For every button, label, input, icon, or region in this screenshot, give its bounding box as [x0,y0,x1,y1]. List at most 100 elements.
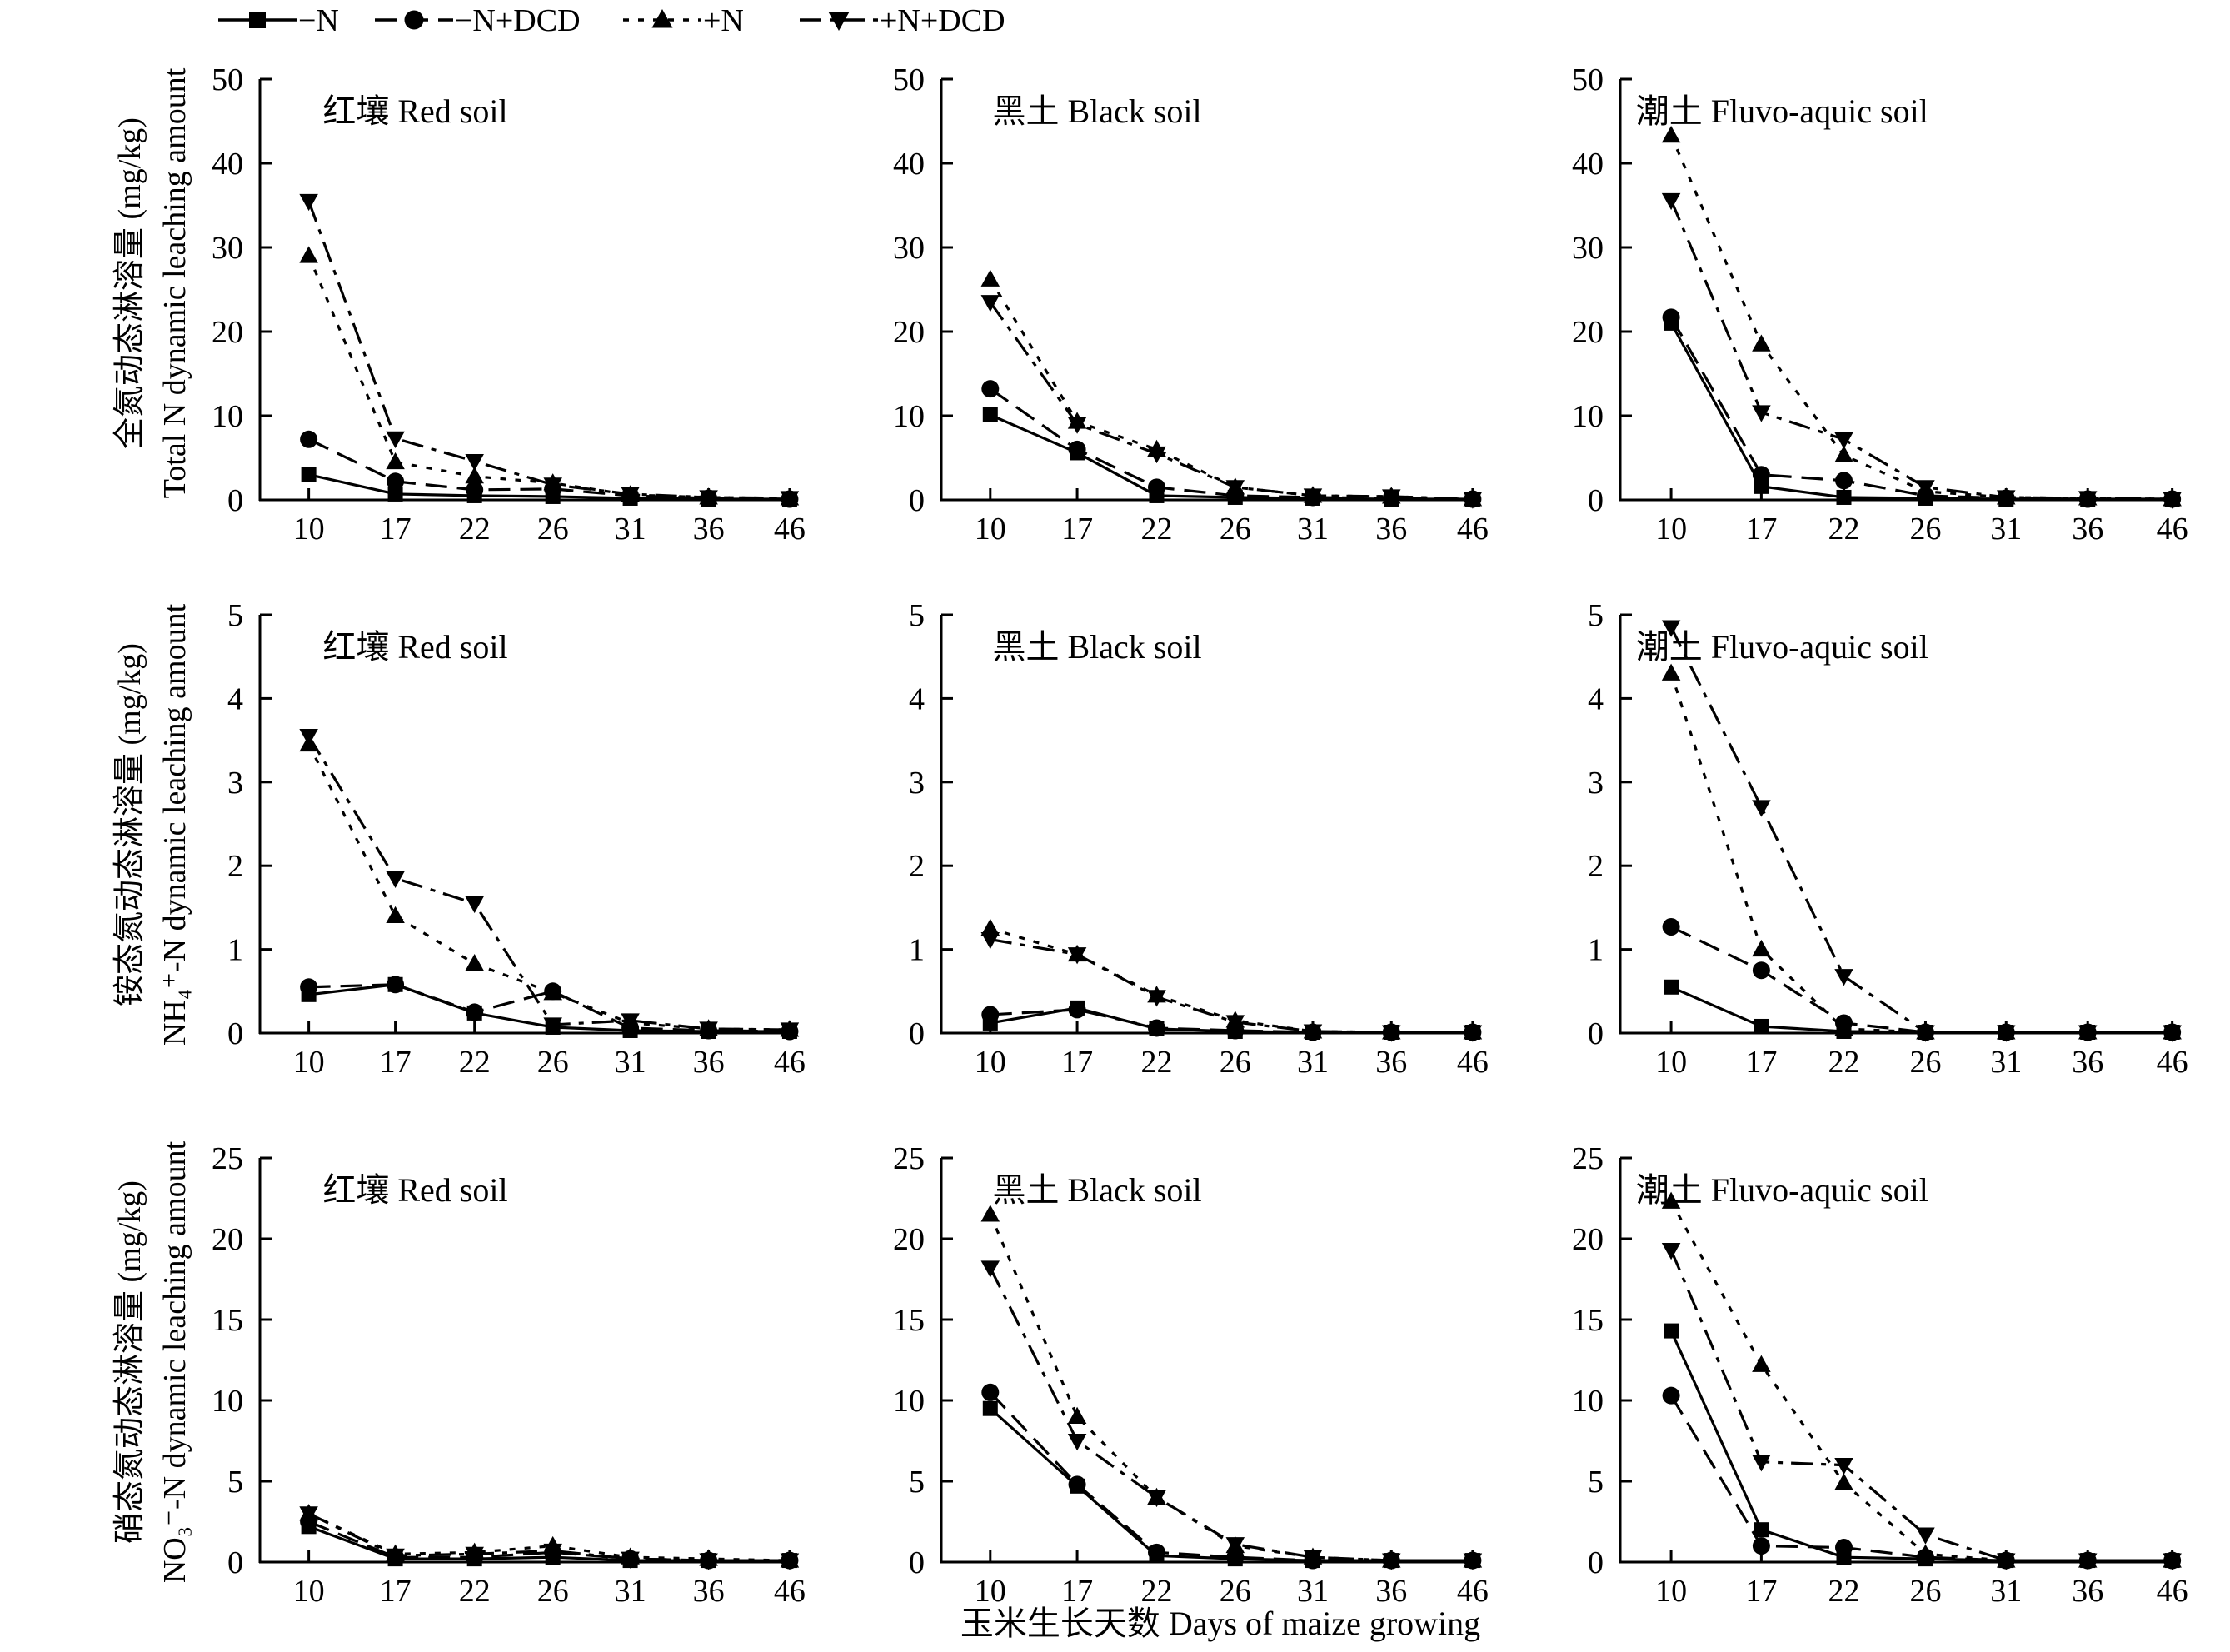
x-tick-label: 26 [1220,1574,1251,1609]
y-axis-label: 硝态氮动态淋溶量 (mg/kg) NO₃⁻-N dynamic leaching … [112,1140,192,1583]
series-line [1669,135,2173,501]
data-point [1067,947,1087,965]
y-tick-label: 5 [227,598,243,633]
y-tick-label: 15 [212,1303,243,1338]
y-tick-label: 0 [227,1016,243,1051]
x-tick-label: 22 [459,512,491,547]
data-point [1916,1527,1935,1545]
y-tick-label: 30 [893,231,925,266]
x-tick-label: 17 [1745,1045,1777,1080]
data-point [299,246,318,263]
y-tick-label: 30 [212,231,243,266]
data-point [1752,1455,1771,1472]
data-point [465,1546,484,1564]
x-tick-label: 17 [1745,512,1777,547]
data-point [981,1383,1000,1401]
legend-label: −N+DCD [455,3,581,38]
series [1661,192,2182,509]
series [1662,917,2182,1041]
y-tick-label: 40 [212,147,243,182]
data-point [980,918,1000,936]
data-point [466,1003,484,1021]
y-tick-label: 50 [1572,62,1604,97]
data-point [1834,1473,1853,1490]
x-tick-label: 22 [1828,1574,1860,1609]
data-point [621,1551,640,1569]
legend-marker [404,10,424,30]
x-tick-label: 22 [1828,1045,1860,1080]
data-point [1754,478,1769,494]
series-line [1669,1200,2173,1562]
data-point [1835,1539,1853,1557]
y-tick-label: 50 [212,62,243,97]
y-tick-label: 20 [893,1222,925,1257]
data-point [1754,1522,1769,1538]
data-point [1147,1019,1165,1037]
x-tick-label: 10 [1655,1574,1687,1609]
legend-label: −N [298,3,339,38]
x-tick-label: 10 [1655,1045,1687,1080]
data-point [1303,488,1323,506]
data-point [1997,1025,2016,1042]
data-point [1068,440,1086,458]
x-tick-label: 31 [1297,512,1329,547]
data-point [299,1506,318,1524]
chart-panel: 0 5 10 15 20 25 10 17 22 26 31 36 46 黑土 Black soil [893,1141,1489,1609]
data-point [1303,1024,1323,1041]
y-axis-label-line: NH₄⁺-N dynamic leaching amount [157,603,192,1046]
x-tick-label: 17 [380,1045,412,1080]
x-tick-label: 22 [1140,1045,1172,1080]
series [980,932,1483,1042]
data-point [1834,1458,1853,1475]
data-point [780,1022,800,1040]
y-tick-label: 1 [1588,933,1604,968]
x-tick-label: 31 [615,512,646,547]
y-tick-label: 40 [1572,147,1604,182]
panel-title: 红壤 Red soil [322,628,507,666]
x-tick-label: 31 [1297,1045,1329,1080]
y-tick-label: 0 [227,483,243,518]
data-point [387,486,403,502]
data-point [386,871,405,888]
series-line [989,278,1473,501]
chart-panel: 0 10 20 30 40 50 10 17 22 26 31 36 46 黑土 Black soil [893,62,1489,547]
legend-marker [651,9,673,28]
data-point [466,481,484,499]
y-tick-label: 20 [1572,315,1604,350]
data-point [1752,466,1770,484]
data-point [300,430,318,448]
x-tick-label: 17 [1061,1045,1093,1080]
x-tick-label: 26 [1909,512,1941,547]
panel-title: 黑土 Black soil [993,1171,1202,1209]
data-point [465,896,484,914]
data-point [1661,1191,1681,1209]
y-tick-label: 1 [227,933,243,968]
data-point [387,472,405,491]
data-point [982,407,998,422]
data-point [1225,480,1245,497]
data-point [1067,1433,1087,1451]
chart-panel: 0 5 10 15 20 25 10 17 22 26 31 36 46 潮土 Fluvo-aquic s… [1572,1141,2188,1609]
x-tick-label: 46 [1457,1045,1489,1080]
data-point [699,1553,718,1570]
x-tick-label: 36 [693,512,725,547]
x-tick-label: 17 [1061,1574,1093,1609]
x-tick-label: 26 [1220,1045,1251,1080]
data-point [1752,800,1771,817]
data-point [1835,472,1853,490]
data-point [1662,917,1680,936]
y-axis-labels: 全氮动态淋溶量 (mg/kg) Total N dynamic leaching … [112,67,192,1583]
series [980,295,1483,509]
data-point [1752,1537,1770,1555]
series-line [1669,1249,2173,1562]
series [299,246,800,506]
y-tick-label: 25 [212,1141,243,1176]
data-point [1661,620,1681,637]
series-line [1670,926,2173,1034]
data-point [543,477,562,495]
data-point [2078,1553,2098,1570]
data-point [1997,1553,2016,1570]
data-point [980,932,1000,950]
panel-title: 潮土 Fluvo-aquic soil [1636,1171,1928,1209]
